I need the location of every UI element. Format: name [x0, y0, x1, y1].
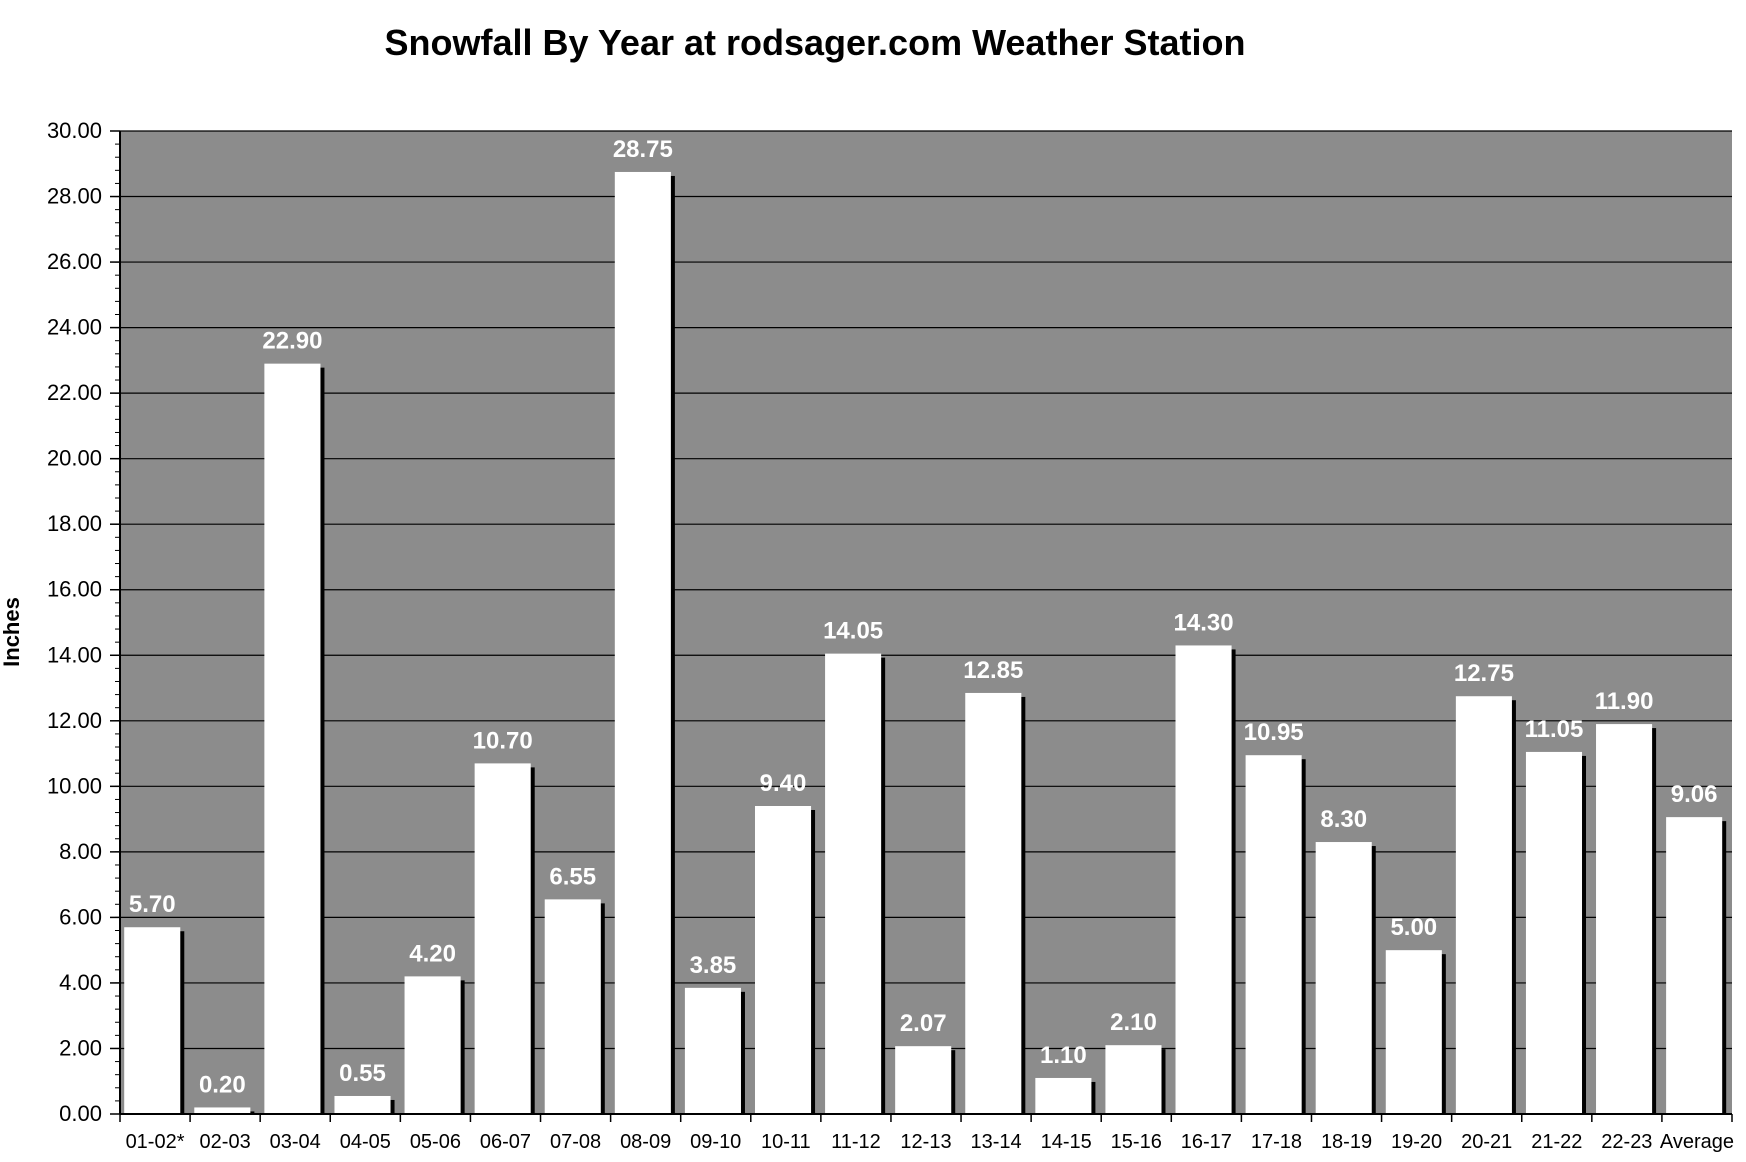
data-label: 12.75 — [1454, 660, 1514, 687]
y-tick-label: 28.00 — [47, 184, 102, 209]
bar — [1245, 755, 1302, 1114]
bar — [1525, 751, 1583, 1114]
data-label: 2.10 — [1110, 1009, 1157, 1036]
x-tick-label: 05-06 — [410, 1131, 461, 1153]
bar — [1455, 696, 1512, 1114]
y-tick-label: 12.00 — [47, 708, 102, 733]
bar — [1666, 817, 1723, 1114]
y-tick-label: 14.00 — [47, 642, 102, 667]
data-label: 9.06 — [1671, 781, 1718, 808]
x-tick-label: 17-18 — [1251, 1131, 1302, 1153]
bar — [404, 976, 461, 1114]
y-tick-label: 4.00 — [59, 970, 102, 995]
bar — [684, 987, 741, 1114]
data-label: 14.30 — [1174, 609, 1234, 636]
data-label: 10.70 — [473, 727, 533, 754]
y-tick-label: 20.00 — [47, 446, 102, 471]
y-tick-label: 0.00 — [59, 1101, 102, 1126]
bar — [1105, 1045, 1162, 1114]
y-tick-label: 8.00 — [59, 839, 102, 864]
bar — [1175, 645, 1232, 1114]
x-tick-label: 16-17 — [1181, 1131, 1232, 1153]
y-tick-label: 6.00 — [59, 904, 102, 929]
data-label: 28.75 — [613, 136, 673, 163]
y-tick-label: 24.00 — [47, 315, 102, 340]
bars — [124, 171, 1727, 1115]
bar — [544, 899, 601, 1114]
x-tick-label: 04-05 — [340, 1131, 391, 1153]
data-label: 0.55 — [339, 1060, 386, 1087]
data-label: 12.85 — [963, 657, 1023, 684]
data-label: 2.07 — [900, 1010, 947, 1037]
y-tick-label: 22.00 — [47, 380, 102, 405]
data-label: 10.95 — [1244, 719, 1304, 746]
x-tick-label: 22-23 — [1601, 1131, 1652, 1153]
bar — [1035, 1077, 1092, 1114]
data-labels: 5.70 0.20 22.90 0.55 4.20 10.70 6.55 28.75 3.85 9… — [129, 136, 1718, 1098]
chart-title: Snowfall By Year at rodsager.com Weather… — [384, 22, 1246, 63]
bar — [264, 363, 321, 1115]
y-tick-label: 18.00 — [47, 511, 102, 536]
data-label: 14.05 — [823, 618, 883, 645]
y-tick-label: 26.00 — [47, 249, 102, 274]
data-label: 5.70 — [129, 891, 176, 918]
data-label: 5.00 — [1390, 914, 1437, 941]
bar — [1315, 842, 1372, 1114]
bar — [1385, 950, 1442, 1114]
x-tick-label: 10-11 — [761, 1131, 811, 1153]
y-tick-label: 16.00 — [47, 577, 102, 602]
x-tick-label: 08-09 — [620, 1131, 671, 1153]
data-label: 9.40 — [760, 770, 807, 797]
x-tick-label: 12-13 — [900, 1131, 951, 1153]
x-tick-label: 03-04 — [270, 1131, 321, 1153]
x-tick-label: 19-20 — [1391, 1131, 1442, 1153]
x-tick-label: 11-12 — [831, 1131, 881, 1153]
data-label: 8.30 — [1320, 806, 1367, 833]
data-label: 3.85 — [690, 952, 737, 979]
data-label: 6.55 — [549, 863, 596, 890]
x-tick-label: 09-10 — [690, 1131, 741, 1153]
bar — [825, 653, 882, 1114]
data-label: 22.90 — [262, 328, 322, 355]
bar — [1596, 724, 1653, 1114]
data-label: 0.20 — [199, 1071, 246, 1098]
x-tick-label: 13-14 — [971, 1131, 1022, 1153]
data-label: 11.05 — [1525, 716, 1584, 743]
y-tick-label: 2.00 — [59, 1035, 102, 1060]
x-tick-label: 14-15 — [1041, 1131, 1092, 1153]
data-label: 4.20 — [409, 940, 456, 967]
bar — [895, 1046, 952, 1114]
x-tick-label: Average — [1660, 1131, 1734, 1153]
bar — [124, 927, 181, 1114]
bar — [194, 1107, 251, 1114]
x-tick-label: 01-02* — [126, 1131, 185, 1153]
bar — [334, 1095, 391, 1114]
x-tick-label: 07-08 — [550, 1131, 601, 1153]
bar — [965, 692, 1022, 1114]
data-label: 1.10 — [1040, 1042, 1087, 1069]
data-label: 11.90 — [1595, 688, 1654, 715]
y-tick-label: 30.00 — [47, 118, 102, 143]
x-tick-label: 06-07 — [480, 1131, 531, 1153]
bar — [474, 763, 531, 1114]
x-tick-label: 18-19 — [1321, 1131, 1372, 1153]
bar — [754, 805, 812, 1114]
axes: 0.00 2.00 4.00 6.00 8.00 10.00 12.00 14.00 16.00… — [47, 118, 1734, 1153]
x-tick-label: 20-21 — [1461, 1131, 1512, 1153]
y-tick-label: 10.00 — [47, 773, 102, 798]
x-tick-label: 02-03 — [200, 1131, 251, 1153]
x-tick-label: 15-16 — [1111, 1131, 1162, 1153]
bar — [614, 171, 671, 1115]
x-tick-label: 21-22 — [1531, 1131, 1582, 1153]
